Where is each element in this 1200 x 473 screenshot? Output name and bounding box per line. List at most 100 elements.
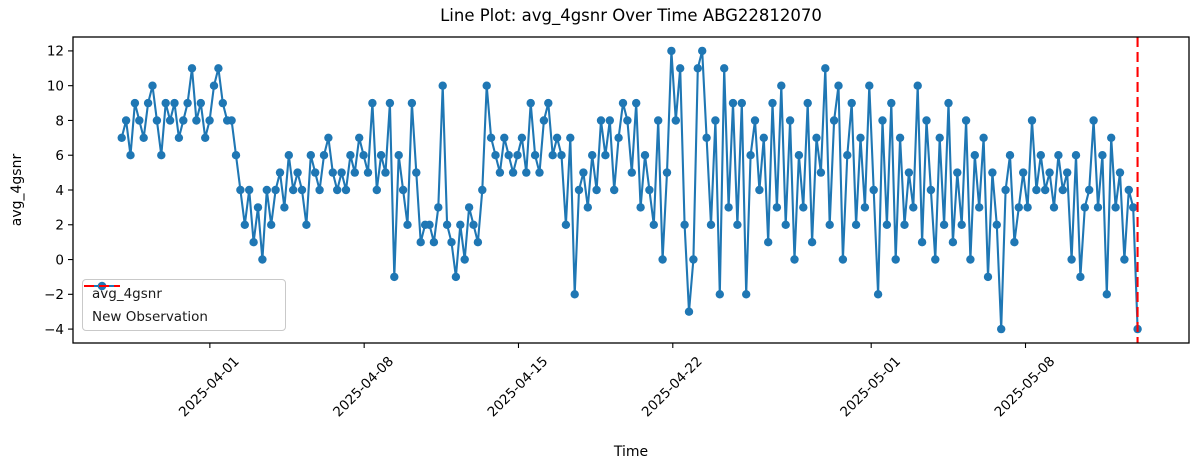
data-point (249, 238, 258, 247)
data-point (658, 255, 667, 264)
data-point (350, 168, 359, 177)
data-point (363, 168, 373, 177)
data-point (592, 185, 601, 195)
data-point (632, 98, 641, 108)
data-point (676, 64, 685, 73)
data-point (275, 168, 285, 177)
data-point (495, 168, 505, 177)
data-point (856, 133, 865, 142)
data-point (196, 98, 205, 108)
data-point (205, 116, 214, 125)
data-point (750, 116, 760, 125)
data-point (522, 168, 531, 177)
data-point (966, 255, 975, 264)
data-point (218, 98, 227, 108)
data-point (1098, 151, 1107, 160)
data-point (438, 81, 447, 90)
data-point (1054, 151, 1063, 160)
data-point (539, 116, 549, 125)
plot-border (72, 36, 1190, 344)
data-point (1124, 185, 1134, 195)
data-point (434, 203, 443, 212)
data-point (794, 151, 804, 160)
x-tick-label: 2025-05-08 (992, 354, 1059, 421)
data-point (368, 98, 377, 108)
data-point (486, 133, 496, 142)
data-point (605, 116, 614, 125)
data-point (478, 185, 487, 195)
data-point (165, 116, 175, 125)
legend-box: avg_4gsnr New Observation (82, 279, 286, 331)
data-point (865, 81, 874, 90)
data-point (913, 81, 922, 90)
data-point (143, 98, 153, 108)
series-line (120, 49, 1139, 331)
y-tick-label: 0 (55, 252, 64, 268)
data-point (957, 220, 966, 229)
data-point (975, 203, 984, 212)
data-point (271, 185, 280, 195)
data-point (359, 151, 368, 160)
data-point (262, 185, 271, 195)
data-point (139, 133, 148, 142)
x-tick-label: 2025-04-15 (485, 354, 552, 421)
data-point (829, 116, 839, 125)
data-point (944, 98, 953, 108)
y-tick-label: 10 (47, 78, 64, 94)
data-point (588, 151, 597, 160)
data-point (552, 133, 562, 142)
data-point (882, 220, 892, 229)
data-point (834, 81, 843, 90)
data-point (192, 116, 201, 125)
data-point (614, 133, 623, 142)
data-point (289, 185, 298, 195)
data-point (807, 238, 817, 247)
data-point (293, 168, 302, 177)
data-point (618, 98, 628, 108)
data-point (1010, 238, 1019, 247)
data-point (306, 151, 315, 160)
data-point (785, 116, 795, 125)
data-point (187, 64, 197, 73)
data-point (508, 168, 518, 177)
data-point (909, 203, 918, 212)
data-point (416, 238, 425, 247)
data-point (372, 185, 381, 195)
data-point (227, 116, 236, 125)
data-point (1093, 203, 1103, 212)
data-point (258, 255, 267, 264)
data-point (1129, 203, 1138, 212)
data-point (328, 168, 337, 177)
data-point (926, 185, 936, 195)
data-point (904, 168, 914, 177)
data-point (570, 290, 579, 299)
legend-series-label: avg_4gsnr (92, 285, 162, 302)
data-point (1041, 185, 1050, 195)
data-point (720, 64, 729, 73)
legend-new-observation-label: New Observation (92, 308, 208, 325)
data-point (847, 98, 856, 108)
y-tick-label: 4 (55, 183, 64, 199)
x-tick-label: 2025-04-01 (176, 354, 243, 421)
data-point (530, 151, 540, 160)
data-point (733, 220, 742, 229)
data-point (346, 151, 355, 160)
data-point (825, 220, 834, 229)
data-point (649, 220, 658, 229)
data-point (267, 220, 276, 229)
data-point (517, 133, 527, 142)
data-point (130, 98, 140, 108)
data-point (561, 220, 571, 229)
data-point (843, 151, 852, 160)
data-point (302, 220, 311, 229)
data-point (284, 151, 293, 160)
data-point (601, 151, 610, 160)
data-point (979, 133, 988, 142)
data-point (1049, 203, 1059, 212)
data-point (746, 151, 755, 160)
data-point (1120, 255, 1129, 264)
data-point (174, 133, 184, 142)
data-point (381, 168, 390, 177)
data-point (838, 255, 848, 264)
